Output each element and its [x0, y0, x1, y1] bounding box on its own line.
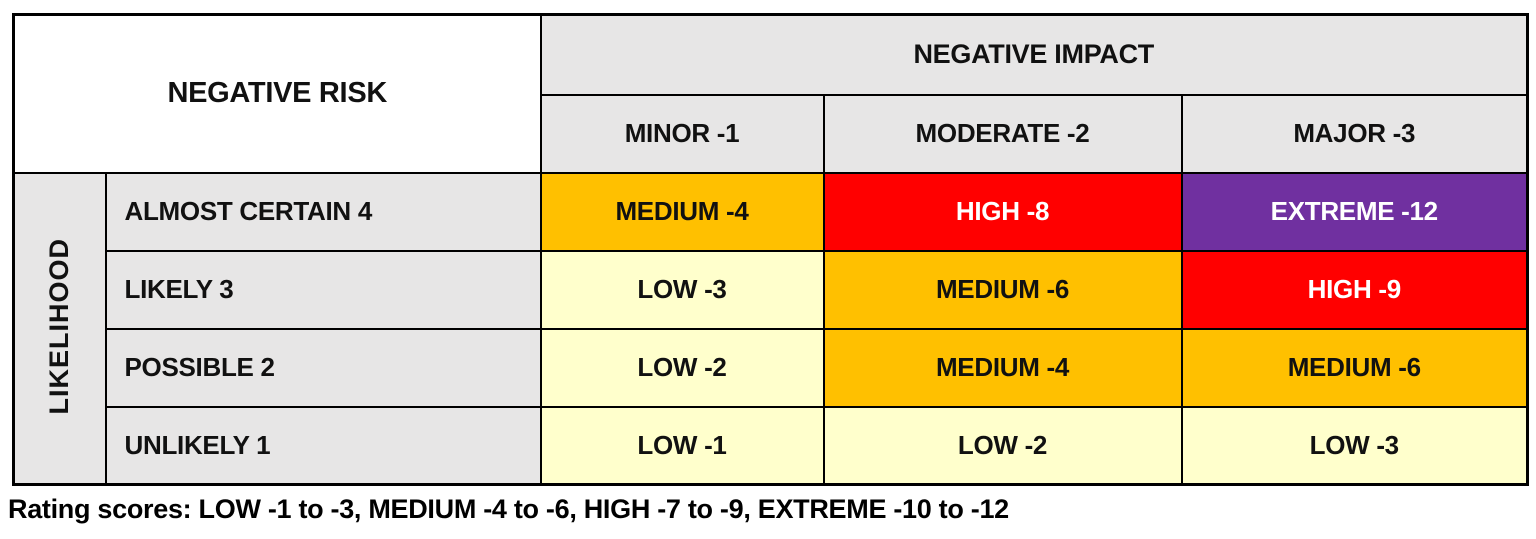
risk-cell-almost-certain-moderate: HIGH -8: [822, 171, 1183, 252]
risk-cell-possible-moderate: MEDIUM -4: [822, 327, 1183, 408]
corner-title: NEGATIVE RISK: [12, 13, 542, 174]
row-label-unlikely: UNLIKELY 1: [104, 405, 542, 486]
risk-cell-unlikely-minor: LOW -1: [539, 405, 825, 486]
risk-cell-likely-moderate: MEDIUM -6: [822, 249, 1183, 330]
risk-cell-almost-certain-major: EXTREME -12: [1180, 171, 1529, 252]
table-row-possible: POSSIBLE 2 LOW -2 MEDIUM -4 MEDIUM -6: [14, 327, 1529, 408]
risk-cell-unlikely-major: LOW -3: [1180, 405, 1529, 486]
risk-cell-possible-minor: LOW -2: [539, 327, 825, 408]
impact-level-major: MAJOR -3: [1180, 93, 1529, 174]
likelihood-vertical-text: LIKELIHOOD: [44, 237, 75, 415]
header-row-impact: NEGATIVE RISK NEGATIVE IMPACT: [12, 13, 1529, 174]
table-row-almost-certain: LIKELIHOOD ALMOST CERTAIN 4 MEDIUM -4 HI…: [12, 171, 1529, 486]
impact-level-moderate: MODERATE -2: [822, 93, 1183, 174]
row-label-almost-certain: ALMOST CERTAIN 4: [104, 171, 542, 252]
table-row-likely: LIKELY 3 LOW -3 MEDIUM -6 HIGH -9: [14, 249, 1529, 330]
row-label-possible: POSSIBLE 2: [104, 327, 542, 408]
risk-matrix-table: NEGATIVE RISK NEGATIVE IMPACT MINOR -1 M…: [12, 13, 1529, 486]
risk-cell-almost-certain-minor: MEDIUM -4: [539, 171, 825, 252]
rating-scores-legend: Rating scores: LOW -1 to -3, MEDIUM -4 t…: [8, 494, 1009, 524]
risk-cell-likely-minor: LOW -3: [539, 249, 825, 330]
risk-cell-likely-major: HIGH -9: [1180, 249, 1529, 330]
risk-cell-unlikely-moderate: LOW -2: [822, 405, 1183, 486]
risk-cell-possible-major: MEDIUM -6: [1180, 327, 1529, 408]
likelihood-axis-label: LIKELIHOOD: [12, 171, 107, 486]
table-row-unlikely: UNLIKELY 1 LOW -1 LOW -2 LOW -3: [14, 405, 1529, 486]
impact-level-minor: MINOR -1: [539, 93, 825, 174]
row-label-likely: LIKELY 3: [104, 249, 542, 330]
header-row-levels: MINOR -1 MODERATE -2 MAJOR -3: [14, 93, 1529, 174]
impact-header: NEGATIVE IMPACT: [539, 13, 1529, 96]
